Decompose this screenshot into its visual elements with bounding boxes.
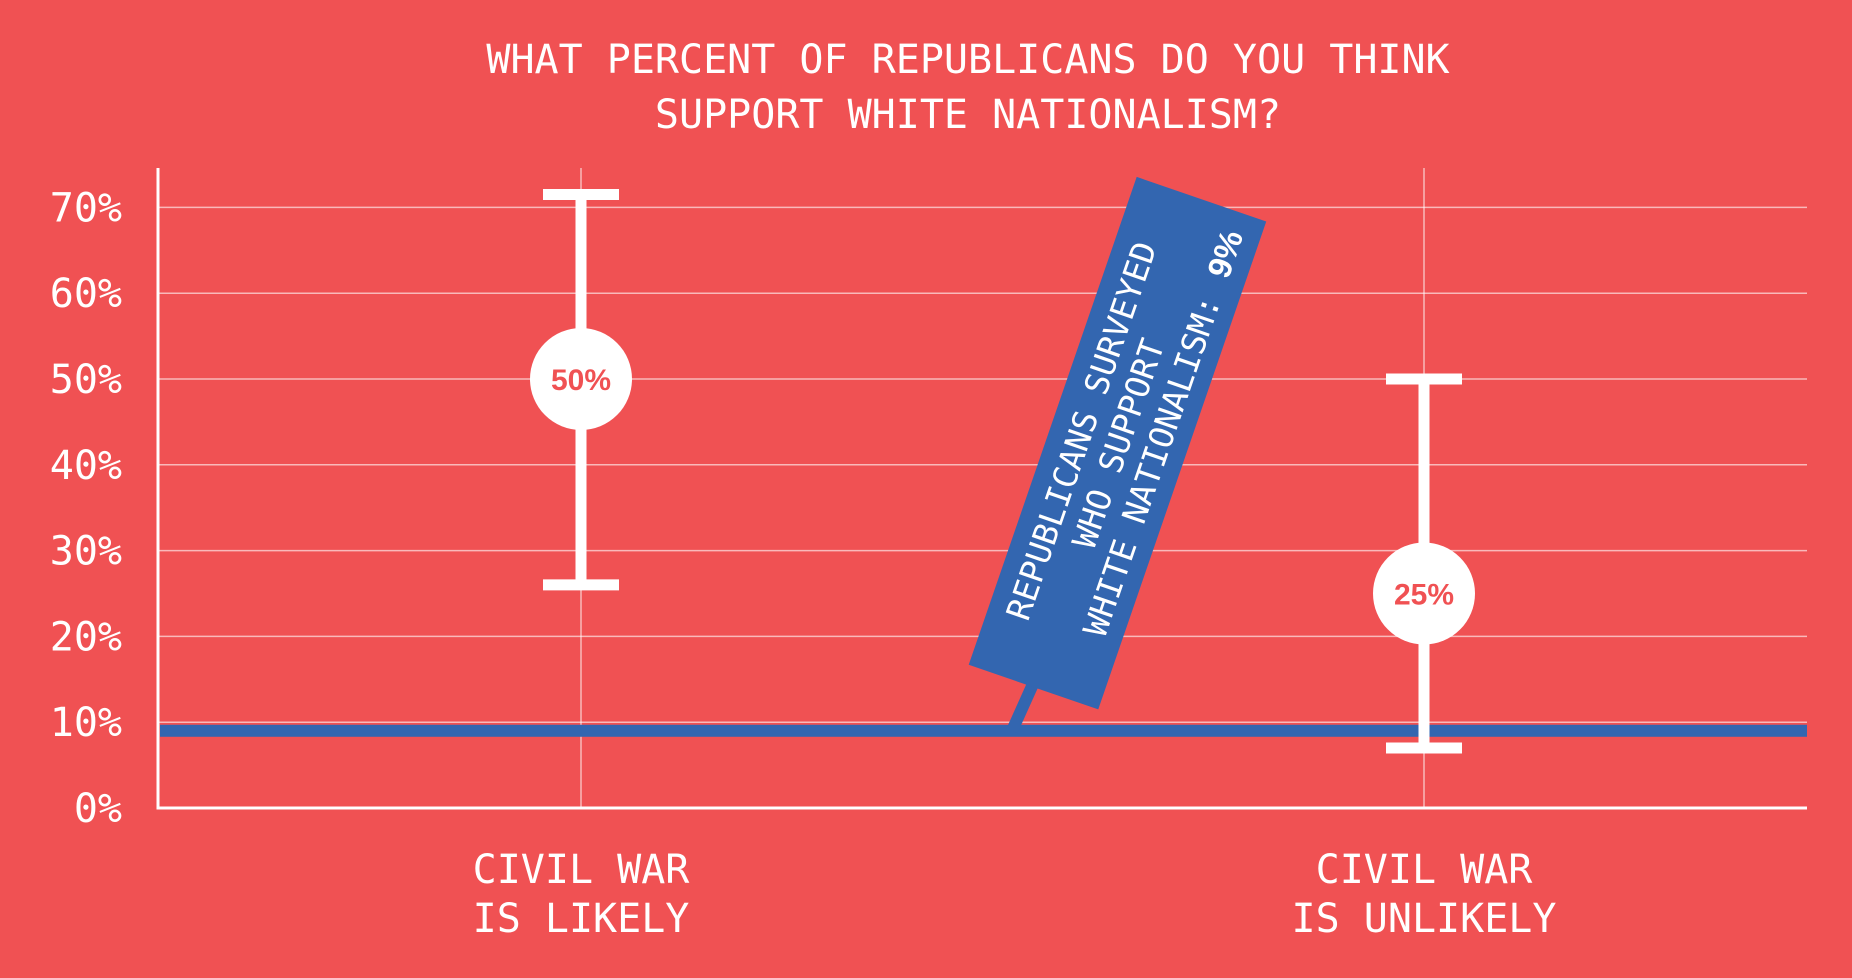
data-label: 25% (1394, 579, 1454, 612)
x-category-label: IS LIKELY (473, 896, 690, 942)
annotation-background (968, 176, 1267, 710)
y-tick-label: 30% (50, 529, 122, 575)
chart-title-line-2: SUPPORT WHITE NATIONALISM? (655, 92, 1281, 138)
y-tick-label: 60% (50, 271, 122, 317)
y-tick-label: 40% (50, 443, 122, 489)
y-tick-label: 50% (50, 357, 122, 403)
chart-title-line-1: WHAT PERCENT OF REPUBLICANS DO YOU THINK (486, 37, 1449, 83)
reference-line (160, 724, 1807, 737)
point-marker (530, 328, 632, 430)
x-category-label: CIVIL WAR (1316, 847, 1534, 893)
y-tick-label: 10% (50, 700, 122, 746)
data-label: 50% (551, 364, 611, 397)
y-tick-label: 20% (50, 614, 122, 660)
annotation-stem (1006, 681, 1039, 734)
point-marker (1373, 542, 1475, 645)
y-tick-label: 0% (74, 786, 122, 832)
x-category-label: IS UNLIKELY (1292, 896, 1557, 942)
x-category-label: CIVIL WAR (473, 847, 691, 893)
y-tick-label: 70% (50, 185, 122, 231)
